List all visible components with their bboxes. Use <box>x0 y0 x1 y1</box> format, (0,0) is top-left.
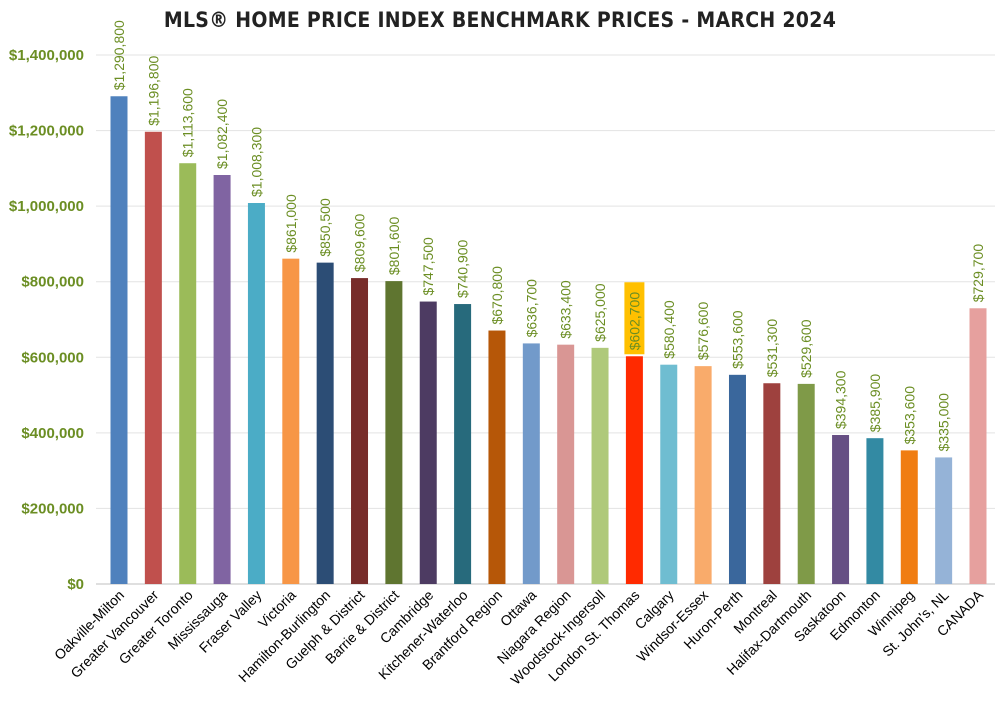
bar <box>385 281 403 584</box>
data-label: $801,600 <box>386 217 402 276</box>
y-tick-label: $0 <box>67 576 84 593</box>
data-label: $850,500 <box>317 198 333 257</box>
bar <box>694 366 712 584</box>
data-label: $531,300 <box>764 319 780 378</box>
bar <box>557 344 575 584</box>
bar <box>179 163 197 584</box>
bar <box>660 364 678 584</box>
data-label: $861,000 <box>283 194 299 253</box>
data-label: $385,900 <box>867 374 883 433</box>
gridlines <box>96 54 995 585</box>
bar <box>728 374 746 584</box>
data-label: $1,196,800 <box>145 55 161 125</box>
data-label: $576,600 <box>695 302 711 361</box>
data-labels: $1,290,800 $1,196,800 $1,113,600 $1,082,400… <box>111 20 986 451</box>
data-label: $670,800 <box>489 266 505 325</box>
y-tick-label: $200,000 <box>21 500 84 517</box>
bar <box>832 435 850 584</box>
data-label: $809,600 <box>352 213 368 272</box>
bar <box>763 383 781 584</box>
bar <box>900 450 918 584</box>
bar <box>969 308 987 584</box>
data-label: $740,900 <box>455 239 471 298</box>
data-label: $529,600 <box>798 319 814 378</box>
bar <box>351 278 369 584</box>
bar <box>797 383 815 584</box>
bar <box>488 330 506 584</box>
chart-title: MLS® HOME PRICE INDEX BENCHMARK PRICES -… <box>163 8 837 32</box>
data-label: $636,700 <box>523 279 539 338</box>
data-label: $394,300 <box>833 370 849 429</box>
y-tick-label: $1,200,000 <box>9 123 84 140</box>
bar <box>625 356 643 584</box>
data-label: $602,700 <box>626 292 642 351</box>
bar <box>247 203 265 584</box>
bars <box>110 96 987 585</box>
bar <box>591 347 609 584</box>
data-label: $729,700 <box>970 244 986 303</box>
data-label: $1,008,300 <box>248 127 264 197</box>
bar <box>522 343 540 584</box>
y-tick-label: $800,000 <box>21 274 84 291</box>
data-label: $353,600 <box>901 386 917 445</box>
y-tick-label: $1,000,000 <box>9 198 84 215</box>
data-label-highlight <box>624 282 645 355</box>
bar <box>454 304 472 584</box>
data-label: $580,400 <box>661 300 677 359</box>
bar <box>419 301 437 584</box>
data-label: $1,082,400 <box>214 99 230 169</box>
bar <box>213 175 231 584</box>
y-tick-label: $1,400,000 <box>9 47 84 64</box>
y-axis-ticks: $0 $200,000 $400,000 $600,000 $800,000 $1,000… <box>9 47 84 593</box>
data-label: $625,000 <box>592 283 608 342</box>
bar <box>866 438 884 584</box>
bar <box>282 258 300 584</box>
data-label: $633,400 <box>558 280 574 339</box>
data-label: $335,000 <box>936 393 952 452</box>
bar <box>110 96 128 585</box>
data-label: $553,600 <box>729 310 745 369</box>
data-label: $1,113,600 <box>180 88 196 157</box>
data-label: $747,500 <box>420 237 436 296</box>
bar <box>935 457 953 584</box>
data-label: $1,290,800 <box>111 20 127 90</box>
y-tick-label: $400,000 <box>21 425 84 442</box>
y-tick-label: $600,000 <box>21 349 84 366</box>
bar <box>144 131 162 584</box>
bar <box>316 262 334 584</box>
